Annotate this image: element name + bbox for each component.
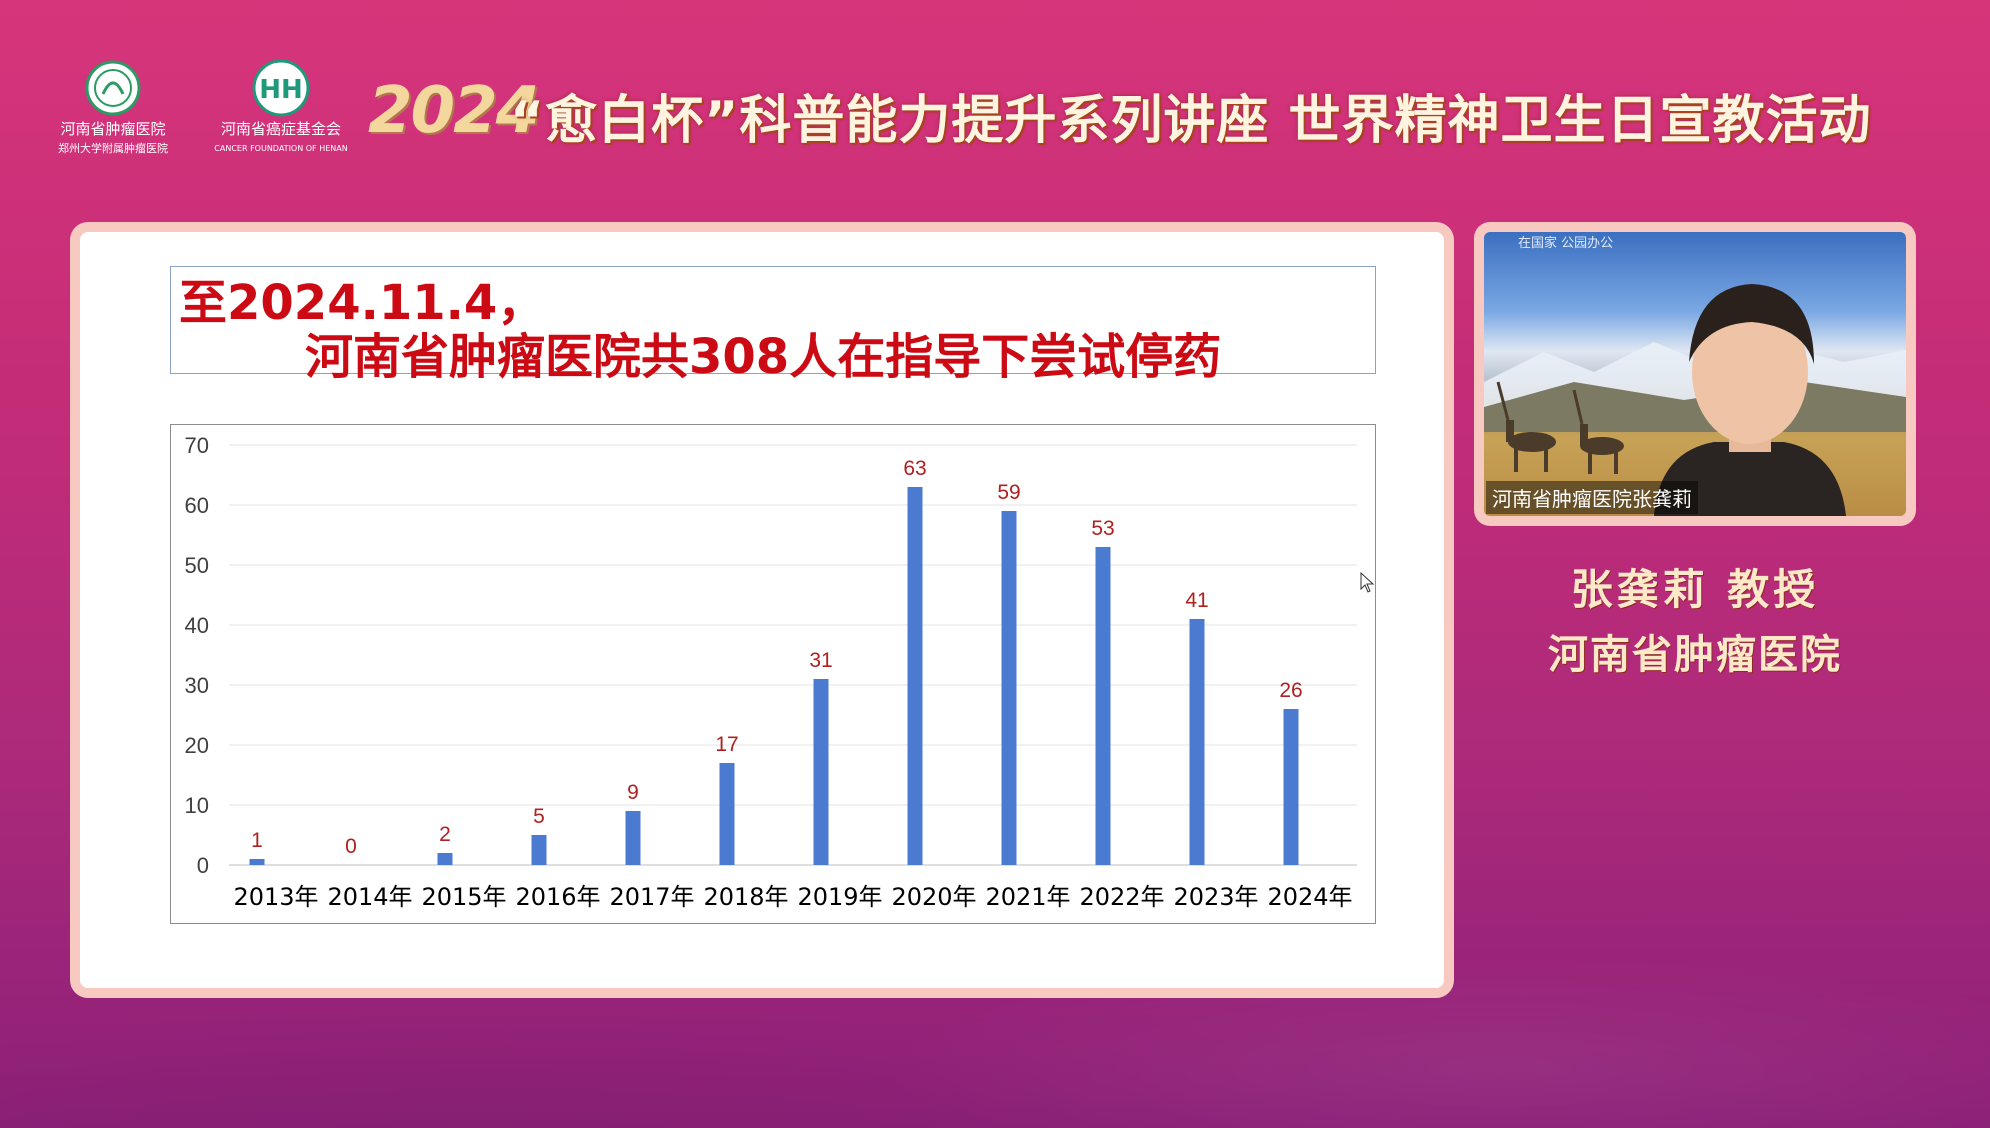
bar — [249, 859, 265, 865]
data-label: 17 — [715, 733, 738, 756]
x-tick-label: 2021年 — [985, 883, 1070, 911]
bar — [1095, 547, 1111, 865]
x-tick-label: 2017年 — [609, 883, 694, 911]
x-tick-label: 2013年 — [233, 883, 318, 911]
speaker-video: 在国家 公园办公 河南省肿瘤医院张龚莉 — [1484, 232, 1906, 516]
x-tick-label: 2020年 — [891, 883, 976, 911]
y-tick-label: 30 — [185, 673, 209, 698]
y-tick-label: 0 — [197, 853, 209, 878]
y-tick-label: 10 — [185, 793, 209, 818]
data-label: 63 — [903, 457, 926, 480]
headline-line-2: 河南省肿瘤医院共308人在指导下尝试停药 — [305, 329, 1222, 385]
data-label: 9 — [627, 781, 639, 804]
video-name-label: 河南省肿瘤医院张龚莉 — [1486, 481, 1698, 514]
data-label: 59 — [997, 481, 1020, 504]
bar — [1189, 619, 1205, 865]
bar-chart-svg: 0 10 20 30 40 50 60 70 1 2013年 0 2014年 2 2015年 5 2016年 9… — [185, 433, 1357, 911]
x-tick-label: 2018年 — [703, 883, 788, 911]
y-tick-label: 60 — [185, 493, 209, 518]
bar — [813, 679, 829, 865]
y-tick-label: 40 — [185, 613, 209, 638]
bar — [1283, 709, 1299, 865]
x-tick-label: 2014年 — [327, 883, 412, 911]
data-label: 5 — [533, 805, 545, 828]
video-scene — [1484, 284, 1906, 516]
svg-text:HH: HH — [259, 75, 303, 105]
bar — [1001, 511, 1017, 865]
antelope-icon — [1496, 381, 1556, 472]
mouse-cursor-icon — [1360, 572, 1375, 593]
bar — [531, 835, 547, 865]
foundation-logo: HH 河南省癌症基金会 CANCER FOUNDATION OF HENAN — [206, 58, 356, 158]
x-tick-label: 2023年 — [1173, 883, 1258, 911]
bar — [625, 811, 641, 865]
speaker-video-frame: 在国家 公园办公 河南省肿瘤医院张龚莉 — [1474, 222, 1916, 526]
x-tick-label: 2024年 — [1267, 883, 1352, 911]
hospital-logo-subname: 郑州大学附属肿瘤医院 — [58, 141, 168, 155]
x-tick-label: 2019年 — [797, 883, 882, 911]
bar — [907, 487, 923, 865]
y-tick-label: 70 — [185, 433, 209, 458]
data-label: 2 — [439, 823, 451, 846]
hospital-logo: 河南省肿瘤医院 郑州大学附属肿瘤医院 — [48, 58, 178, 158]
data-label: 0 — [345, 835, 357, 858]
data-label: 26 — [1279, 679, 1302, 702]
speaker-person — [1654, 284, 1846, 516]
x-tick-label: 2015年 — [421, 883, 506, 911]
slide-panel: 至2024.11.4， 河南省肿瘤医院共308人在指导下尝试停药 0 10 20 30… — [70, 222, 1454, 998]
x-tick-label: 2016年 — [515, 883, 600, 911]
bar — [719, 763, 735, 865]
data-label: 31 — [809, 649, 832, 672]
video-watermark: 在国家 公园办公 — [1518, 236, 1614, 251]
y-tick-label: 50 — [185, 553, 209, 578]
speaker-organization: 河南省肿瘤医院 — [1548, 632, 1842, 678]
data-label: 1 — [251, 829, 263, 852]
data-label: 53 — [1091, 517, 1114, 540]
y-tick-label: 20 — [185, 733, 209, 758]
foundation-logo-subname: CANCER FOUNDATION OF HENAN — [214, 144, 347, 153]
foundation-logo-name: 河南省癌症基金会 — [221, 120, 341, 138]
hospital-logo-name: 河南省肿瘤医院 — [60, 120, 165, 138]
headline-line-1: 至2024.11.4， — [179, 275, 546, 331]
x-tick-label: 2022年 — [1079, 883, 1164, 911]
antelope-icon-2 — [1572, 389, 1624, 474]
bar-chart: 0 10 20 30 40 50 60 70 1 2013年 0 2014年 2 2015年 5 2016年 9… — [170, 424, 1376, 924]
header-title: “愈白杯”科普能力提升系列讲座 世界精神卫生日宣教活动 — [510, 91, 1872, 151]
slide-headline: 至2024.11.4， 河南省肿瘤医院共308人在指导下尝试停药 — [170, 266, 1376, 385]
bar — [437, 853, 453, 865]
speaker-name: 张龚莉 教授 — [1570, 565, 1820, 614]
header-year: 2024 — [368, 74, 540, 148]
data-label: 41 — [1185, 589, 1208, 612]
